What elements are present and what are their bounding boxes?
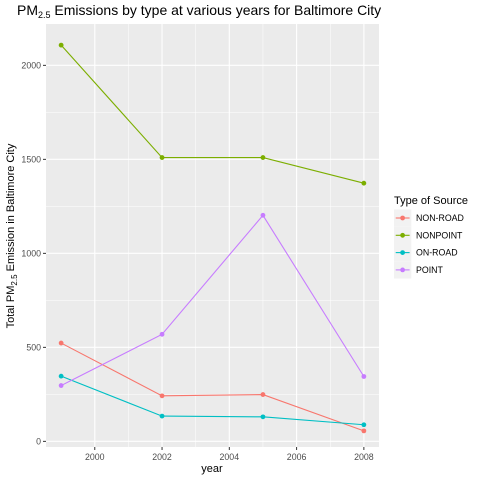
data-point-on-road: [361, 422, 367, 428]
x-tick-label: 2000: [85, 452, 105, 462]
legend-label-nonpoint: NONPOINT: [416, 230, 463, 240]
x-tick-label: 2008: [354, 452, 374, 462]
data-point-nonpoint: [159, 155, 165, 160]
y-tick-label: 2000: [21, 60, 41, 70]
series-layer: [58, 42, 367, 434]
data-point-point: [159, 331, 165, 337]
data-point-point: [58, 383, 64, 388]
data-point-non-road: [58, 340, 64, 346]
x-tick-label: 2004: [220, 452, 240, 462]
data-point-nonpoint: [58, 42, 64, 48]
x-axis-label: year: [201, 463, 223, 475]
data-point-point: [260, 212, 266, 218]
data-point-nonpoint: [260, 155, 266, 160]
y-tick-label: 500: [26, 342, 41, 352]
legend-point-on-road: [400, 250, 405, 256]
legend-label-non-road: NON-ROAD: [416, 213, 464, 223]
legend-point-nonpoint: [400, 232, 405, 238]
data-point-on-road: [159, 413, 165, 419]
legend-point-non-road: [400, 215, 405, 221]
x-axis: 2000 2002 2004 2006 2008: [85, 447, 374, 462]
y-axis: 0 500 1000 1500 2000: [21, 60, 46, 446]
data-point-on-road: [260, 414, 266, 420]
data-point-non-road: [260, 392, 266, 397]
legend-items: NON-ROAD NONPOINT ON-ROAD POINT: [394, 209, 464, 279]
x-tick-label: 2002: [152, 452, 172, 462]
y-tick-label: 1000: [21, 248, 41, 258]
y-tick-label: 1500: [21, 154, 41, 164]
series-line-nonpoint: [60, 44, 364, 184]
data-point-point: [361, 374, 367, 379]
legend-point-point: [400, 267, 405, 273]
data-point-on-road: [58, 373, 64, 379]
legend-title: Type of Source: [394, 195, 468, 207]
legend-label-on-road: ON-ROAD: [416, 248, 458, 258]
plot-panel: [46, 24, 379, 447]
data-point-nonpoint: [361, 180, 367, 186]
data-point-non-road: [159, 393, 165, 399]
legend-label-point: POINT: [416, 265, 444, 275]
x-tick-label: 2006: [287, 452, 307, 462]
grid-minor: [46, 24, 379, 447]
series-line-non-road: [60, 342, 365, 432]
legend: Type of Source NON-ROAD NONPOINT ON-ROAD PO…: [394, 195, 468, 279]
y-tick-label: 0: [36, 436, 41, 446]
series-line-on-road: [60, 375, 364, 426]
y-axis-label: Total PM2.5 Emission in Baltimore City: [5, 143, 19, 328]
series-line-point: [60, 214, 365, 387]
chart-title: PM2.5 Emissions by type at various years…: [17, 2, 381, 20]
data-point-non-road: [361, 428, 367, 434]
